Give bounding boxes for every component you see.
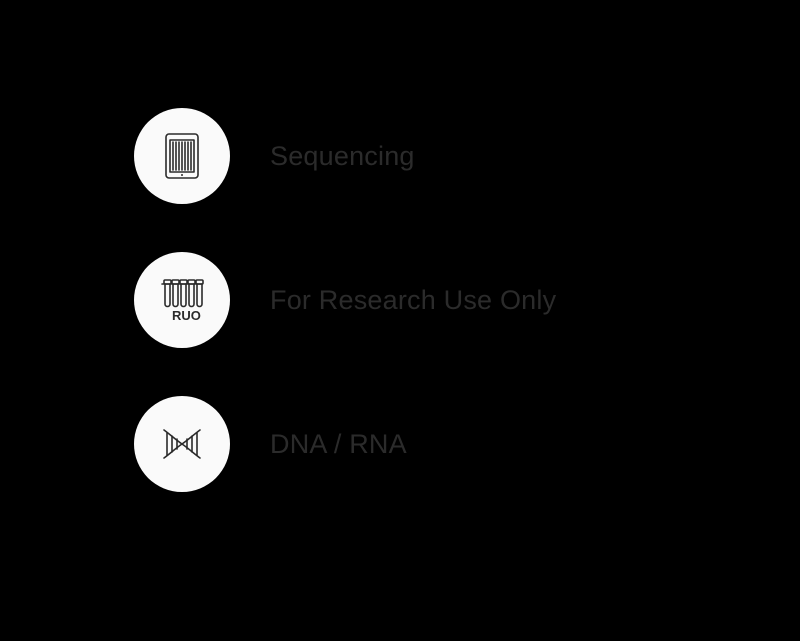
item-label: DNA / RNA [270, 429, 407, 460]
ruo-tubes-icon: RUO [154, 272, 210, 328]
list-item: RUO For Research Use Only [134, 252, 556, 348]
ruo-text: RUO [172, 308, 201, 323]
icon-circle [134, 108, 230, 204]
list-item: DNA / RNA [134, 396, 556, 492]
dna-helix-icon [154, 416, 210, 472]
icon-circle [134, 396, 230, 492]
icon-circle: RUO [134, 252, 230, 348]
item-label: Sequencing [270, 141, 415, 172]
feature-list: Sequencing RUO F [134, 108, 556, 492]
item-label: For Research Use Only [270, 285, 556, 316]
list-item: Sequencing [134, 108, 556, 204]
sequencing-chip-icon [156, 130, 208, 182]
